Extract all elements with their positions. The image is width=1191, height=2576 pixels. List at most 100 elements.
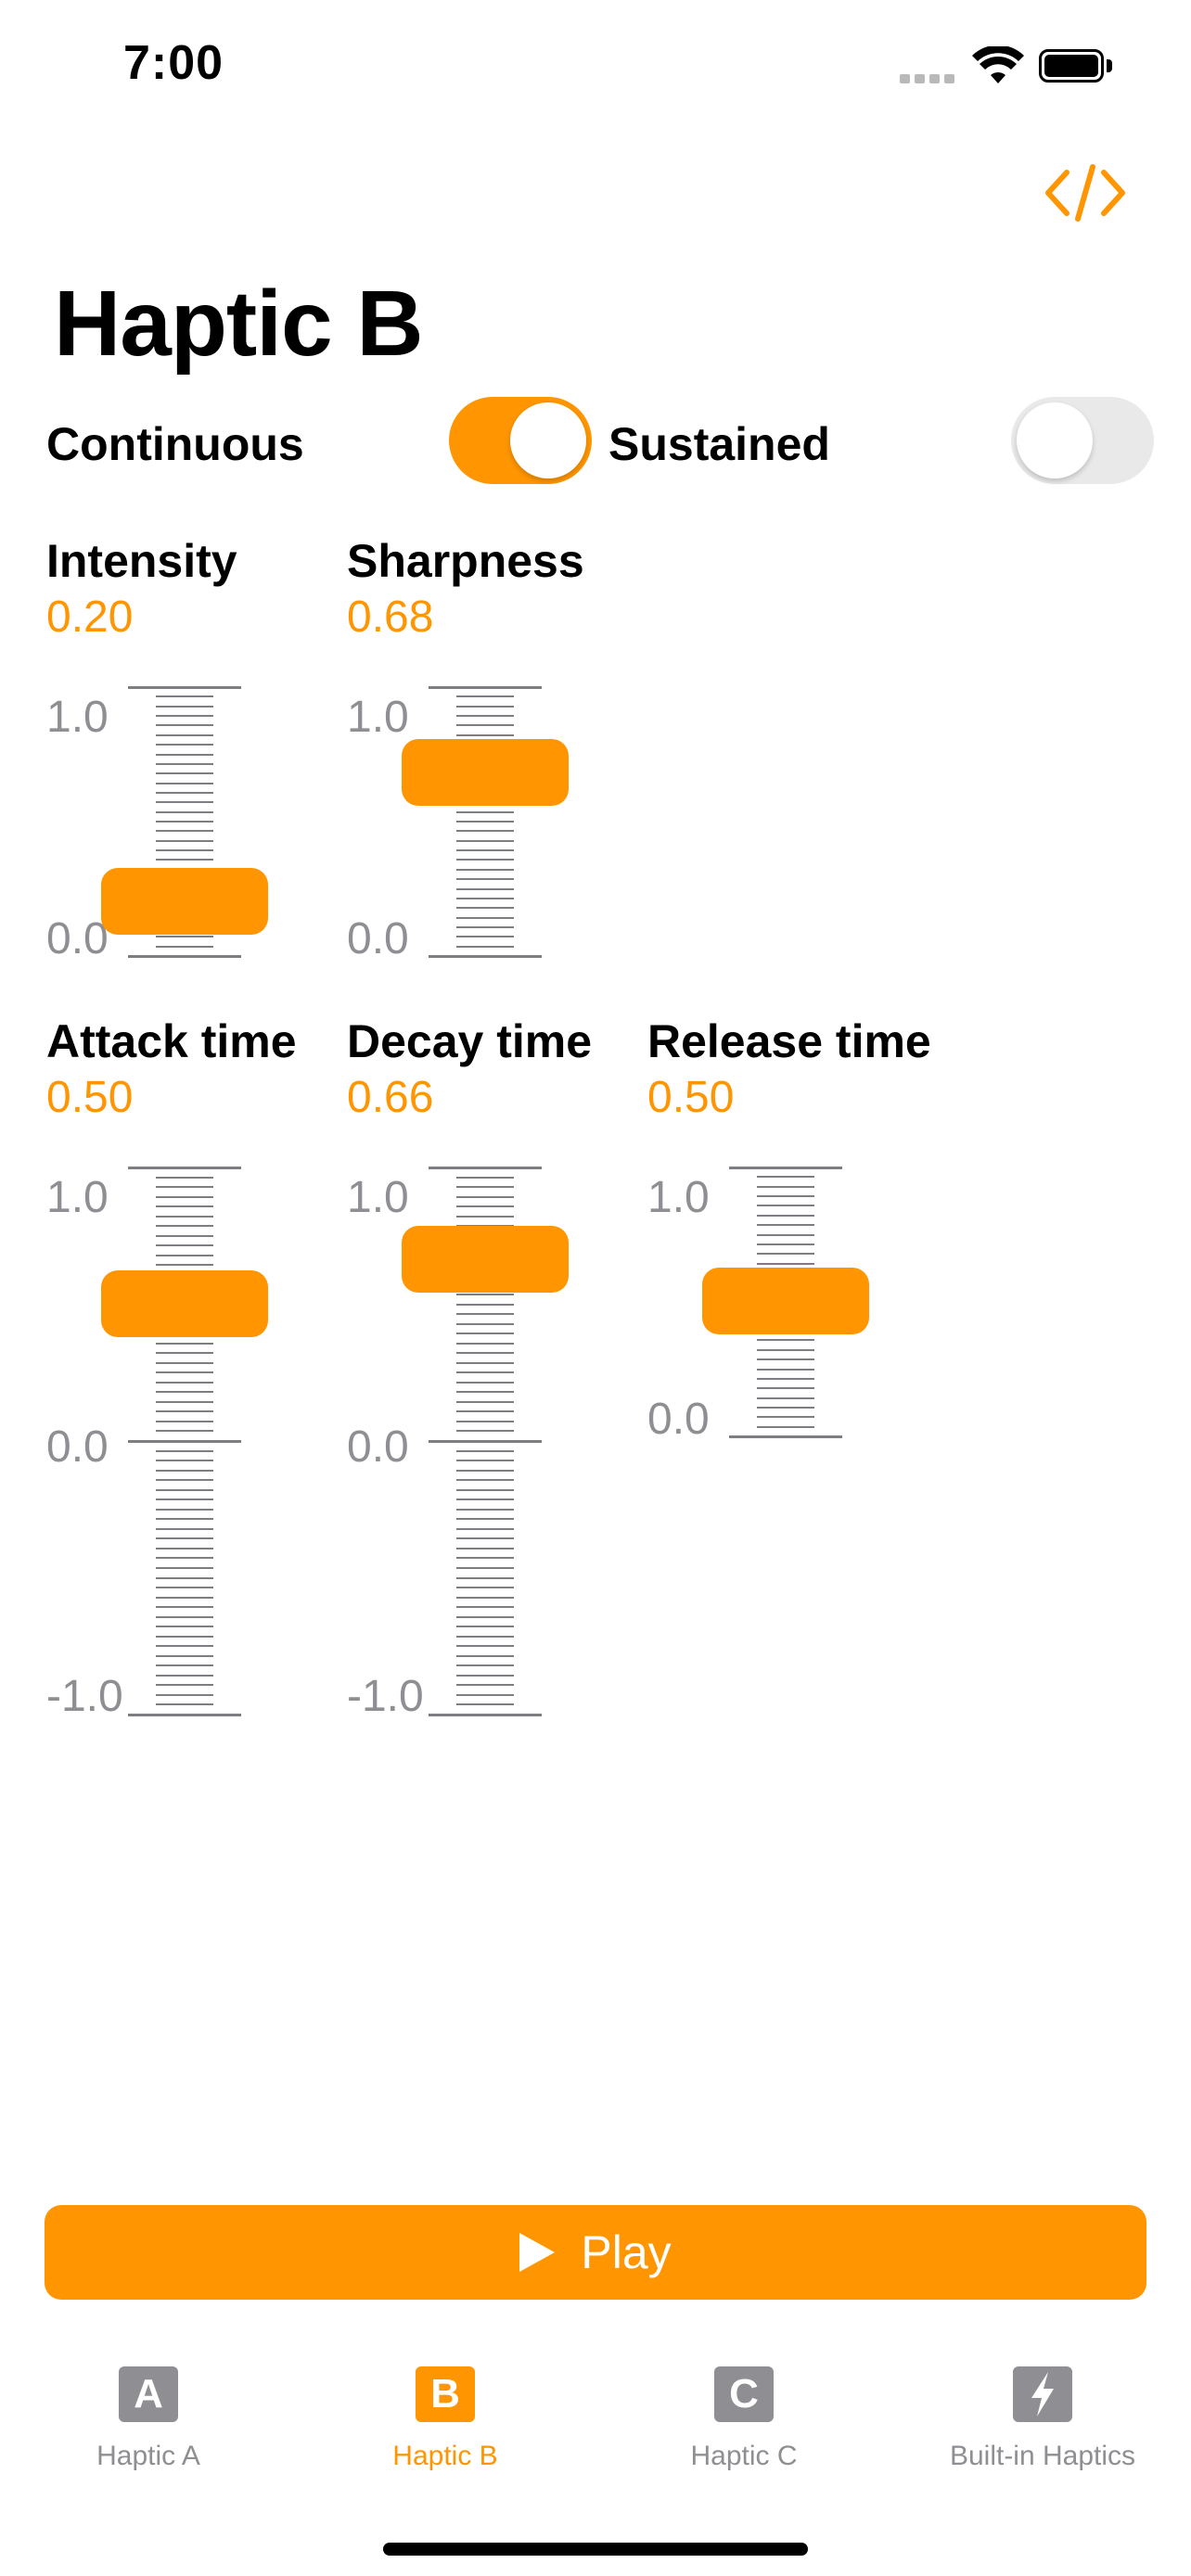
sustained-toggle[interactable] [1011, 397, 1154, 484]
slider-thumb[interactable] [402, 1226, 569, 1293]
minor-tick [456, 1313, 514, 1315]
play-button[interactable]: Play [45, 2205, 1146, 2300]
tab-label: Haptic C [690, 2441, 798, 2471]
minor-tick [156, 801, 213, 803]
decay-time-label: Decay time [347, 1015, 593, 1067]
minor-tick [456, 1684, 514, 1686]
minor-tick [456, 1577, 514, 1579]
minor-tick [456, 1304, 514, 1306]
minor-tick [156, 1567, 213, 1569]
minor-tick [456, 1537, 514, 1539]
letter-a-icon: A [119, 2366, 178, 2422]
attack-min-label: -1.0 [46, 1672, 123, 1721]
continuous-toggle[interactable] [449, 397, 592, 484]
minor-tick [156, 1205, 213, 1207]
release-time-slider[interactable] [702, 1167, 869, 1438]
minor-tick [156, 1460, 213, 1461]
minor-tick [156, 1235, 213, 1237]
minor-tick [456, 1323, 514, 1325]
minor-tick [456, 1391, 514, 1393]
minor-tick [156, 1264, 213, 1266]
slider-thumb[interactable] [702, 1268, 869, 1334]
minor-tick [456, 1597, 514, 1599]
minor-tick [156, 1186, 213, 1188]
letter-b-icon: B [416, 2366, 475, 2422]
minor-tick [456, 1333, 514, 1334]
sharpness-min-label: 0.0 [347, 914, 409, 963]
minor-tick [456, 840, 514, 842]
tab-haptic-b[interactable]: B Haptic B [306, 2366, 584, 2472]
attack-mid-label: 0.0 [46, 1422, 109, 1472]
decay-time-slider[interactable] [402, 1167, 569, 1716]
tab-haptic-c[interactable]: C Haptic C [605, 2366, 883, 2472]
minor-tick [456, 724, 514, 726]
minor-tick [156, 1518, 213, 1520]
minor-tick [156, 1371, 213, 1373]
minor-tick [156, 1703, 213, 1705]
minor-tick [757, 1224, 814, 1226]
minor-tick [757, 1215, 814, 1217]
minor-tick [156, 695, 213, 697]
minor-tick [156, 849, 213, 851]
minor-tick [456, 1371, 514, 1373]
minor-tick [156, 1587, 213, 1588]
slider-thumb[interactable] [402, 739, 569, 806]
major-tick [429, 1714, 542, 1716]
sharpness-max-label: 1.0 [347, 693, 409, 742]
minor-tick [156, 792, 213, 794]
play-icon [519, 2233, 556, 2272]
minor-tick [456, 888, 514, 890]
minor-tick [156, 1450, 213, 1452]
minor-tick [156, 1196, 213, 1198]
minor-tick [456, 1587, 514, 1588]
attack-time-slider[interactable] [101, 1167, 268, 1716]
minor-tick [456, 1410, 514, 1412]
minor-tick [456, 946, 514, 948]
intensity-slider[interactable] [101, 686, 268, 958]
minor-tick [156, 1343, 213, 1345]
minor-tick [156, 1537, 213, 1539]
tab-haptic-a[interactable]: A Haptic A [9, 2366, 288, 2472]
tab-label: Built-in Haptics [949, 2441, 1136, 2471]
minor-tick [156, 1421, 213, 1422]
minor-tick [456, 1675, 514, 1677]
minor-tick [156, 1557, 213, 1559]
minor-tick [156, 1606, 213, 1608]
minor-tick [456, 1343, 514, 1345]
wifi-icon [972, 45, 1024, 87]
cellular-signal-icon [900, 72, 955, 83]
minor-tick [156, 1597, 213, 1599]
code-brackets-icon [1045, 164, 1125, 222]
intensity-label: Intensity [46, 535, 237, 587]
minor-tick [156, 1675, 213, 1677]
release-min-label: 0.0 [647, 1395, 710, 1444]
minor-tick [456, 1655, 514, 1657]
minor-tick [156, 946, 213, 948]
status-time: 7:00 [123, 36, 224, 90]
code-view-button[interactable] [1039, 156, 1132, 230]
minor-tick [456, 926, 514, 928]
minor-tick [757, 1186, 814, 1188]
release-max-label: 1.0 [647, 1173, 710, 1222]
decay-min-label: -1.0 [347, 1672, 424, 1721]
slider-thumb[interactable] [101, 1270, 268, 1337]
minor-tick [456, 1362, 514, 1364]
minor-tick [456, 1186, 514, 1188]
battery-icon [1039, 49, 1117, 86]
slider-thumb[interactable] [101, 868, 268, 935]
minor-tick [757, 1407, 814, 1409]
minor-tick [456, 706, 514, 708]
intensity-value: 0.20 [46, 593, 134, 642]
release-time-value: 0.50 [647, 1073, 735, 1122]
minor-tick [456, 1518, 514, 1520]
minor-tick [156, 744, 213, 746]
tab-built-in-haptics[interactable]: Built-in Haptics [903, 2366, 1182, 2472]
intensity-min-label: 0.0 [46, 914, 109, 963]
sharpness-value: 0.68 [347, 593, 434, 642]
attack-time-value: 0.50 [46, 1073, 134, 1122]
minor-tick [156, 1391, 213, 1393]
minor-tick [456, 1498, 514, 1500]
sharpness-slider[interactable] [402, 686, 569, 958]
minor-tick [757, 1339, 814, 1341]
minor-tick [156, 1694, 213, 1696]
